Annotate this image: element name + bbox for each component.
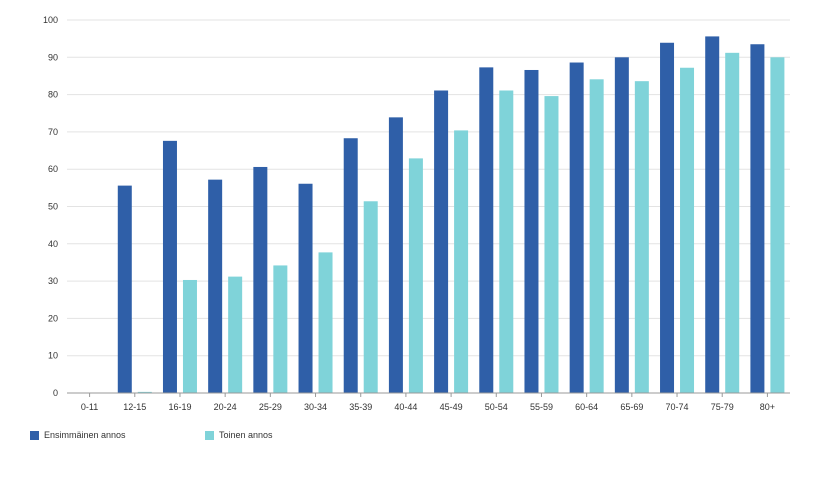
bar-second-dose-50-54[interactable] [499,90,514,393]
bar-first-dose-80+[interactable] [750,44,765,394]
bar-first-dose-50-54[interactable] [479,67,494,393]
bar-first-dose-70-74[interactable] [660,42,675,394]
bar-second-dose-25-29[interactable] [273,265,288,393]
legend-swatch-second-dose [205,430,214,440]
bar-first-dose-30-34[interactable] [298,183,313,393]
y-tick-label: 70 [48,127,58,137]
bar-second-dose-55-59[interactable] [544,96,559,393]
bar-second-dose-60-64[interactable] [589,79,604,393]
bar-second-dose-12-15[interactable] [137,391,152,393]
bar-second-dose-80+[interactable] [770,57,785,394]
y-tick-label: 50 [48,202,58,212]
bar-first-dose-75-79[interactable] [705,36,720,394]
bar-second-dose-20-24[interactable] [228,276,243,393]
y-tick-label: 30 [48,276,58,286]
bar-first-dose-40-44[interactable] [388,117,403,393]
x-tick-label: 16-19 [168,402,191,412]
y-tick-label: 90 [48,52,58,62]
bar-first-dose-35-39[interactable] [343,138,358,393]
bar-first-dose-45-49[interactable] [434,90,449,393]
x-tick-label: 60-64 [575,402,598,412]
bar-second-dose-40-44[interactable] [408,158,423,393]
y-tick-label: 80 [48,90,58,100]
legend-swatch-first-dose [30,430,39,440]
legend-item-first-dose[interactable]: Ensimmäinen annos [30,430,126,440]
legend-item-second-dose[interactable]: Toinen annos [205,430,273,440]
x-tick-label: 40-44 [394,402,417,412]
legend-label-first-dose: Ensimmäinen annos [44,430,126,440]
bar-second-dose-75-79[interactable] [725,52,740,393]
bar-chart: 0 10 20 30 40 50 60 70 80 90 100 0-11 12-15 16-19 20-… [43,15,790,412]
legend: Ensimmäinen annos Toinen annos [30,430,450,446]
bar-second-dose-30-34[interactable] [318,252,333,393]
bar-first-dose-55-59[interactable] [524,69,539,394]
x-tick-label: 0-11 [81,402,98,412]
x-axis: 0-11 12-15 16-19 20-24 25-29 30-34 35-39 40-44 4… [67,392,790,412]
x-tick-label: 55-59 [530,402,553,412]
x-tick-label: 75-79 [711,402,734,412]
bars [72,36,785,394]
x-tick-label: 25-29 [259,402,282,412]
x-tick-label: 80+ [760,402,775,412]
y-tick-label: 100 [43,15,58,25]
bar-second-dose-70-74[interactable] [680,67,695,393]
bar-second-dose-45-49[interactable] [454,130,469,393]
y-tick-label: 60 [48,164,58,174]
y-tick-label: 0 [53,388,58,398]
x-tick-label: 65-69 [620,402,643,412]
legend-label-second-dose: Toinen annos [219,430,273,440]
bar-first-dose-60-64[interactable] [569,62,584,393]
bar-second-dose-65-69[interactable] [634,81,649,393]
bar-first-dose-65-69[interactable] [614,57,629,394]
y-tick-label: 40 [48,239,58,249]
x-tick-label: 30-34 [304,402,327,412]
x-tick-label: 20-24 [214,402,237,412]
bar-first-dose-20-24[interactable] [208,179,223,393]
bar-second-dose-16-19[interactable] [182,279,197,393]
y-tick-label: 20 [48,313,58,323]
y-axis: 0 10 20 30 40 50 60 70 80 90 100 [43,15,58,398]
x-tick-label: 50-54 [485,402,508,412]
x-tick-label: 45-49 [440,402,463,412]
x-tick-label: 12-15 [123,402,146,412]
x-tick-label: 35-39 [349,402,372,412]
x-tick-label: 70-74 [666,402,689,412]
bar-first-dose-25-29[interactable] [253,166,268,393]
y-tick-label: 10 [48,351,58,361]
bar-second-dose-35-39[interactable] [363,201,378,393]
bar-first-dose-12-15[interactable] [117,185,132,393]
bar-first-dose-16-19[interactable] [162,140,177,393]
